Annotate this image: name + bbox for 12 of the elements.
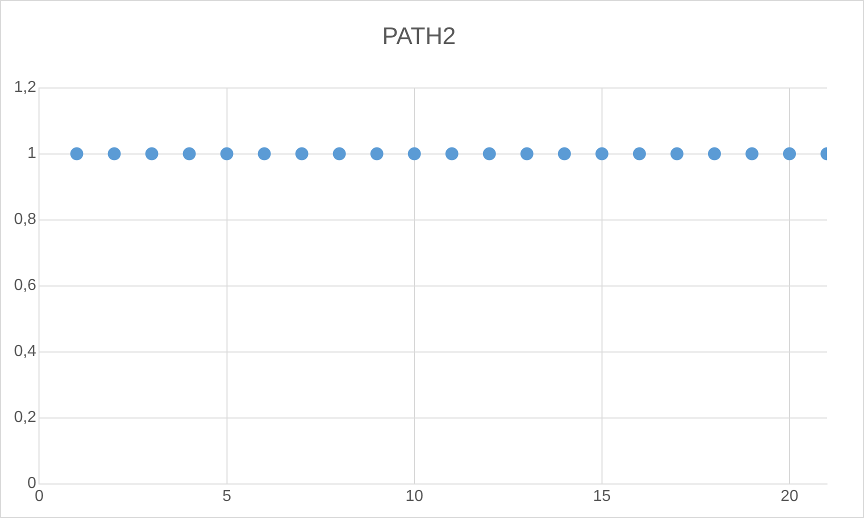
y-tick-label: 0,6 <box>14 277 36 294</box>
x-tick-label: 10 <box>405 488 424 505</box>
y-tick-label: 1 <box>27 145 36 162</box>
y-tick-label: 0,8 <box>14 211 36 228</box>
y-tick-label: 0,2 <box>14 409 36 426</box>
x-tick-label: 20 <box>780 488 798 505</box>
x-tick-label: 5 <box>222 488 232 505</box>
y-tick-label: 0 <box>27 475 36 492</box>
y-tick-label: 1,2 <box>14 79 36 96</box>
chart-title: PATH2 <box>382 23 456 50</box>
y-tick-label: 0,4 <box>14 343 36 360</box>
x-tick-label: 15 <box>593 488 611 505</box>
